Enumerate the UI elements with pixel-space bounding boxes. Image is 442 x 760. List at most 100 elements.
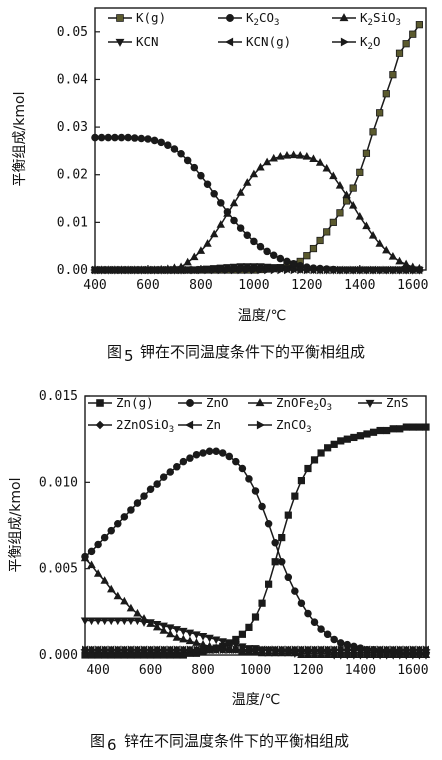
- data-point: [225, 452, 234, 461]
- data-point: [157, 138, 165, 147]
- caption-prefix: 图: [90, 732, 105, 750]
- data-point: [179, 457, 188, 466]
- data-point: [329, 218, 337, 226]
- series-line: [84, 557, 426, 656]
- data-point: [166, 629, 175, 638]
- data-point: [216, 220, 225, 228]
- legend-entry: K2CO3: [218, 10, 279, 28]
- data-point: [316, 236, 324, 245]
- data-point: [127, 506, 135, 514]
- data-point: [153, 480, 161, 488]
- data-point: [190, 163, 199, 172]
- legend-marker: [185, 420, 194, 430]
- data-point: [343, 435, 351, 443]
- data-point: [223, 209, 232, 217]
- y-tick-label: 0.00: [57, 263, 88, 278]
- data-point: [262, 157, 272, 166]
- legend-label: Zn(g): [116, 395, 154, 410]
- series-group: [90, 21, 425, 275]
- data-point: [238, 630, 246, 638]
- data-point: [88, 645, 97, 655]
- data-point: [212, 447, 220, 456]
- data-point: [113, 591, 122, 600]
- data-point: [289, 150, 298, 159]
- data-point: [245, 475, 253, 483]
- x-tick-label: 400: [83, 278, 106, 293]
- legend-subscript: 3: [274, 18, 279, 28]
- series-1: [81, 447, 430, 658]
- data-point: [160, 645, 169, 655]
- data-point: [114, 520, 122, 528]
- data-point: [218, 638, 227, 646]
- data-point: [344, 645, 352, 655]
- data-point: [297, 599, 306, 607]
- data-point: [139, 619, 149, 627]
- legend-marker: [339, 13, 349, 22]
- x-axis-label: 温度/℃: [232, 692, 280, 708]
- data-point: [245, 623, 253, 631]
- legend-entry: KCN(g): [218, 34, 291, 49]
- y-tick-label: 0.000: [39, 648, 78, 663]
- legend-label: ZnS: [386, 395, 409, 410]
- legend-label: ZnOFe2O3: [276, 395, 332, 413]
- caption-number: 6: [107, 736, 117, 754]
- series-0: [81, 423, 430, 659]
- data-point: [252, 645, 261, 655]
- data-point: [276, 151, 285, 160]
- data-point: [134, 645, 143, 655]
- x-tick-label: 1200: [291, 278, 322, 293]
- legend-marker: [115, 38, 125, 47]
- data-point: [217, 199, 225, 207]
- data-point: [111, 265, 120, 275]
- legend-label: K(g): [136, 10, 166, 25]
- legend-label: ZnO: [206, 395, 229, 410]
- y-tick-label: 0.010: [39, 475, 78, 490]
- data-point: [297, 265, 305, 275]
- data-point: [147, 645, 156, 655]
- data-point: [206, 645, 215, 655]
- data-point: [127, 645, 136, 655]
- legend-subscript: 2: [368, 18, 373, 28]
- data-point: [114, 645, 123, 655]
- data-point: [229, 198, 239, 207]
- data-point: [117, 133, 126, 142]
- data-point: [389, 71, 397, 79]
- legend-entry: ZnCO3: [248, 417, 312, 435]
- data-point: [183, 257, 192, 266]
- data-point: [138, 265, 147, 275]
- data-point: [133, 499, 142, 507]
- data-point: [173, 463, 181, 471]
- data-point: [164, 265, 173, 275]
- data-point: [330, 440, 338, 448]
- legend-marker: [225, 37, 234, 47]
- data-point: [198, 633, 208, 641]
- data-point: [101, 645, 110, 655]
- data-point: [203, 180, 212, 189]
- data-point: [265, 645, 274, 655]
- data-point: [107, 584, 116, 593]
- data-point: [180, 645, 189, 655]
- data-point: [403, 265, 411, 275]
- legend-text: O: [319, 395, 327, 410]
- data-point: [204, 265, 213, 275]
- legend-label: KCN: [136, 34, 159, 49]
- data-point: [250, 265, 259, 275]
- figure-caption: 图 5 钾在不同温度条件下的平衡相组成: [107, 343, 365, 365]
- data-point: [370, 645, 379, 655]
- data-point: [92, 265, 100, 275]
- legend-text: ZnOFe: [276, 395, 314, 410]
- data-point: [209, 229, 219, 238]
- data-point: [264, 265, 272, 275]
- data-point: [226, 645, 234, 655]
- data-point: [303, 252, 311, 260]
- data-point: [291, 492, 299, 500]
- data-point: [336, 209, 344, 217]
- legend-text: O: [373, 34, 381, 49]
- legend-subscript: 3: [327, 403, 332, 413]
- y-tick-label: 0.01: [57, 215, 88, 230]
- data-point: [370, 265, 378, 275]
- data-point: [395, 49, 404, 57]
- x-tick-label: 800: [189, 278, 212, 293]
- y-ticks: 0.00 0.01 0.02 0.03 0.04 0.05: [57, 25, 100, 278]
- data-point: [343, 265, 352, 275]
